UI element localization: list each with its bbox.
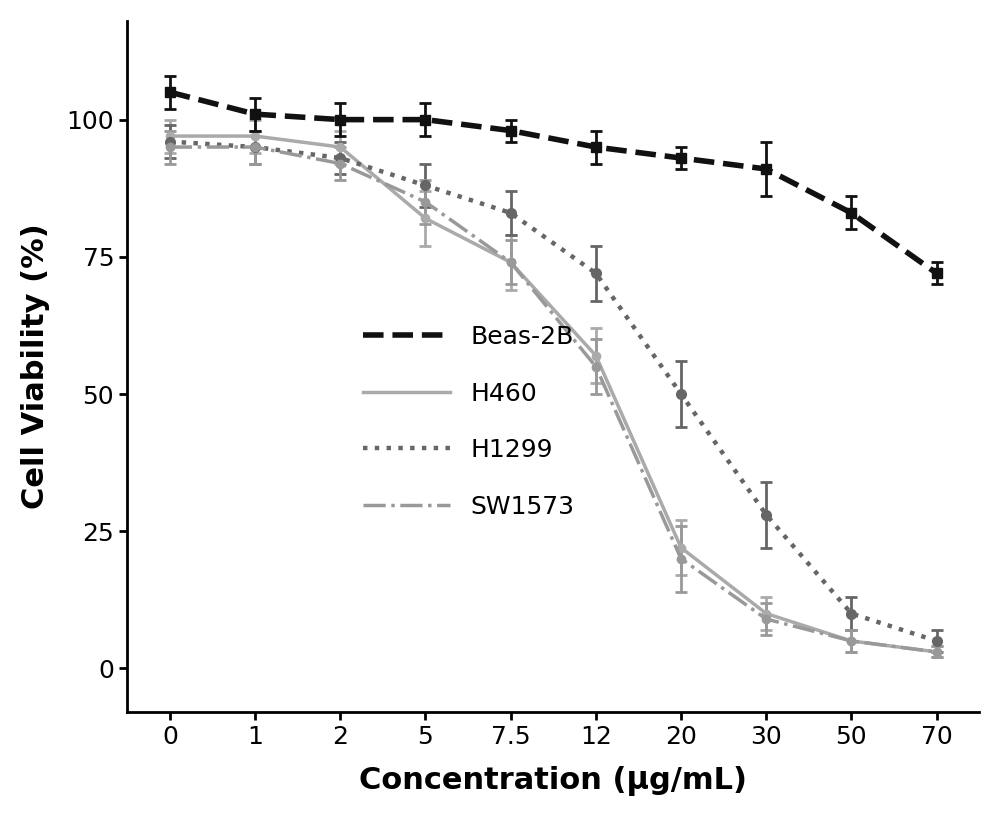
X-axis label: Concentration (μg/mL): Concentration (μg/mL) <box>359 766 747 797</box>
Legend: Beas-2B, H460, H1299, SW1573: Beas-2B, H460, H1299, SW1573 <box>353 315 584 529</box>
Y-axis label: Cell Viability (%): Cell Viability (%) <box>21 224 50 510</box>
